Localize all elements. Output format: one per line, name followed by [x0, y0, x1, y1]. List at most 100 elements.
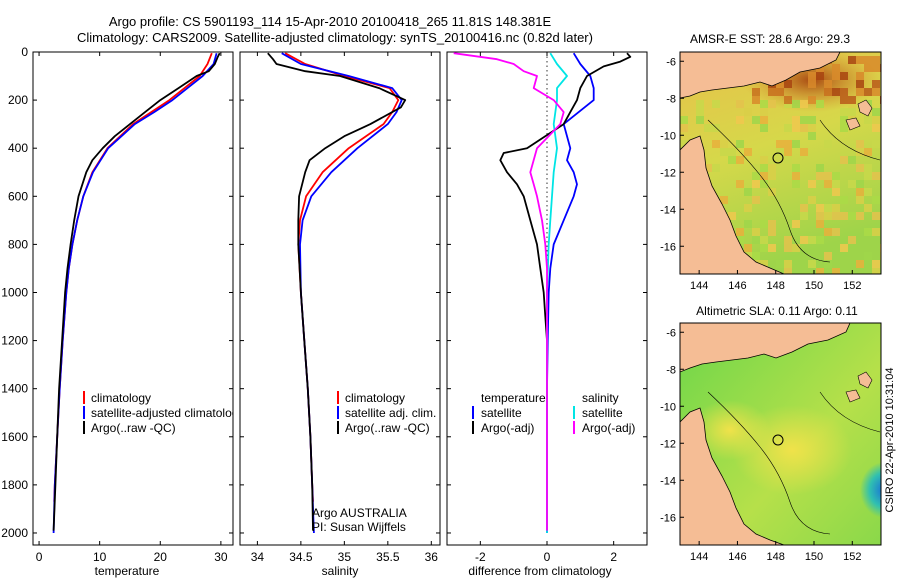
sst-pixel — [760, 220, 768, 228]
sst-pixel-warm — [864, 56, 872, 64]
sst-pixel-warm — [856, 88, 864, 96]
sst-pixel — [680, 124, 688, 132]
sst-pixel-warm — [808, 80, 816, 88]
sst-pixel — [808, 132, 816, 140]
sst-pixel-warm — [784, 80, 792, 88]
sst-pixel — [848, 108, 856, 116]
sst-pixel — [704, 164, 712, 172]
sst-pixel — [752, 116, 760, 124]
sst-reef-contour — [707, 119, 881, 263]
sst-pixel — [832, 204, 840, 212]
sst-pixel — [744, 188, 752, 196]
sst-pixel — [832, 212, 840, 220]
sst-pixel — [832, 228, 840, 236]
map-y-tick-label: -6 — [666, 56, 676, 68]
sst-pixel — [768, 164, 776, 172]
sst-pixel — [808, 124, 816, 132]
map-y-tick-label: -14 — [660, 204, 676, 216]
sst-pixel — [848, 180, 856, 188]
x-tick-label: 34 — [251, 550, 265, 564]
sst-land-islands — [845, 99, 873, 131]
sst-pixel — [784, 156, 792, 164]
sst-pixel — [856, 188, 864, 196]
map-x-tick-label: 152 — [843, 280, 861, 292]
series-line-argo — [52, 52, 221, 531]
sst-pixel — [736, 116, 744, 124]
sst-map-frame — [679, 51, 882, 275]
sst-pixel — [808, 180, 816, 188]
sst-pixel — [864, 188, 872, 196]
map-x-tick-label: 150 — [805, 551, 823, 563]
side-credit: CSIRO 22-Apr-2010 10:31:04 — [884, 368, 896, 513]
map-y-tick-label: -6 — [666, 327, 676, 339]
sst-pixel — [832, 188, 840, 196]
sst-pixel-warm — [752, 88, 760, 96]
figure-title-line2: Climatology: CARS2009. Satellite-adjuste… — [77, 30, 593, 45]
sst-pixel — [840, 156, 848, 164]
legend-label-climatology: climatology — [91, 391, 151, 405]
sst-pixel — [768, 244, 776, 252]
salinity-panel-frame — [239, 51, 441, 546]
y-tick-label: 1200 — [1, 334, 28, 348]
sst-pixel — [808, 236, 816, 244]
map-y-tick-label: -10 — [660, 130, 676, 142]
sst-pixel — [840, 124, 848, 132]
y-tick-label: 1400 — [1, 382, 28, 396]
sst-pixel — [792, 116, 800, 124]
sst-pixel — [856, 148, 864, 156]
sst-pixel — [856, 164, 864, 172]
sst-pixel — [792, 180, 800, 188]
salinity-xlabel: salinity — [322, 564, 359, 578]
sst-pixel — [816, 204, 824, 212]
sst-pixel — [760, 108, 768, 116]
map-y-tick-label: -14 — [660, 475, 676, 487]
sst-pixel — [712, 140, 720, 148]
sst-pixel — [872, 108, 880, 116]
sst-pixel-warm — [752, 96, 760, 104]
sst-pixel — [800, 204, 808, 212]
sst-pixel — [800, 236, 808, 244]
sst-pixel — [872, 212, 880, 220]
sst-pixel — [736, 180, 744, 188]
x-tick-label: 2 — [610, 550, 617, 564]
sst-pixel-warm — [832, 72, 840, 80]
x-tick-label: 35 — [338, 550, 352, 564]
sst-pixel — [856, 140, 864, 148]
sla-land-islands — [845, 371, 873, 403]
sst-pixel-warm — [840, 88, 848, 96]
map-y-tick-label: -8 — [666, 93, 676, 105]
sst-pixel — [816, 164, 824, 172]
sst-pixel — [832, 180, 840, 188]
argo-australia-annotation: Argo AUSTRALIA — [312, 506, 407, 520]
sst-pixel — [864, 116, 872, 124]
map-y-tick-label: -8 — [666, 364, 676, 376]
x-tick-label: 30 — [214, 550, 228, 564]
sst-pixel — [824, 204, 832, 212]
sst-pixel — [808, 196, 816, 204]
sst-pixel — [800, 100, 808, 108]
sst-pixel-warm — [872, 56, 880, 64]
sst-pixel — [696, 100, 704, 108]
sst-pixel — [736, 228, 744, 236]
sst-pixel — [832, 268, 840, 274]
sst-pixel — [824, 172, 832, 180]
sst-pixel — [872, 172, 880, 180]
y-tick-label: 200 — [8, 93, 28, 107]
sst-pixel — [816, 212, 824, 220]
sst-pixel — [856, 180, 864, 188]
sst-pixel — [800, 116, 808, 124]
sst-pixel — [872, 228, 880, 236]
y-tick-label: 0 — [21, 45, 28, 59]
sst-pixel — [760, 172, 768, 180]
sst-argo-marker — [772, 152, 784, 164]
sst-pixel — [800, 212, 808, 220]
sla-map-frame — [679, 322, 882, 546]
sst-pixel-warm — [856, 80, 864, 88]
sst-pixel — [856, 196, 864, 204]
y-tick-label: 800 — [8, 237, 28, 251]
sst-pixel — [872, 196, 880, 204]
sst-pixel-warm — [768, 88, 776, 96]
sst-pixel — [864, 172, 872, 180]
map-y-tick-label: -12 — [660, 438, 676, 450]
sla-map-axes: 144 146 148 150 152 -6 -8 -10 -12 -14 -16 — [660, 327, 861, 563]
